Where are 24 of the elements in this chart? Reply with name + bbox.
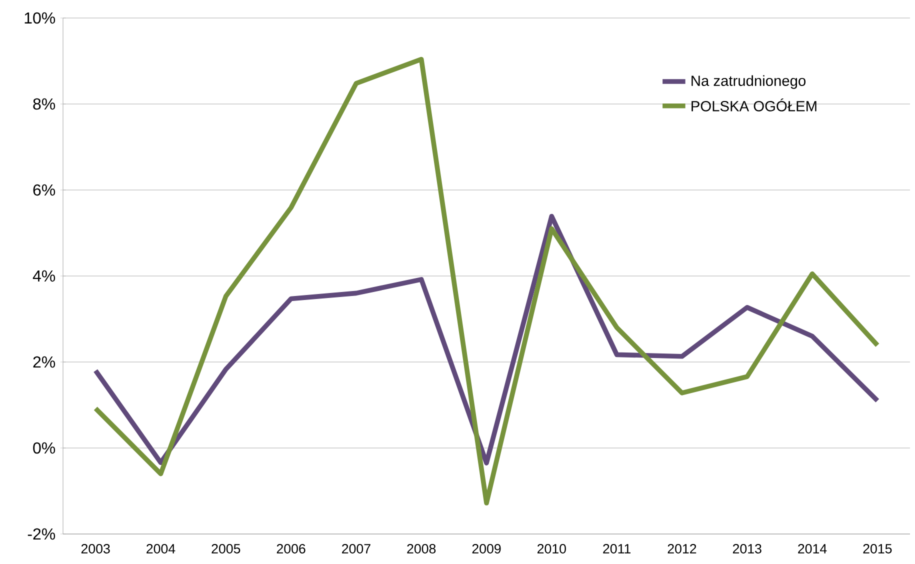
x-tick-label: 2003 (81, 544, 110, 554)
y-tick-label: 8% (33, 98, 56, 110)
y-tick-label: -2% (28, 528, 56, 540)
x-tick-label: 2009 (472, 544, 501, 554)
line-series (93, 214, 880, 466)
legend-label: POLSKA OGÓŁEM (692, 98, 816, 112)
x-tick-label: 2005 (212, 544, 240, 554)
x-tick-label: 2008 (407, 544, 436, 554)
x-tick-label: 2007 (342, 544, 370, 554)
y-tick-label: 6% (33, 184, 56, 196)
x-tick-label: 2015 (863, 544, 892, 554)
y-tick-label: 10% (24, 12, 56, 24)
y-tick-label: 4% (32, 270, 56, 282)
x-tick-label: 2011 (603, 544, 630, 554)
legend-label: Na zatrudnionego (692, 75, 806, 89)
y-tick-label: 2% (33, 356, 56, 368)
x-tick-label: 2013 (732, 544, 762, 554)
y-tick-label: 0% (33, 442, 56, 454)
x-tick-label: 2014 (798, 544, 827, 554)
line-series (93, 56, 880, 506)
x-tick-label: 2004 (146, 544, 176, 554)
x-tick-label: 2012 (668, 544, 696, 554)
x-tick-label: 2006 (276, 544, 306, 554)
x-tick-label: 2010 (537, 544, 566, 554)
